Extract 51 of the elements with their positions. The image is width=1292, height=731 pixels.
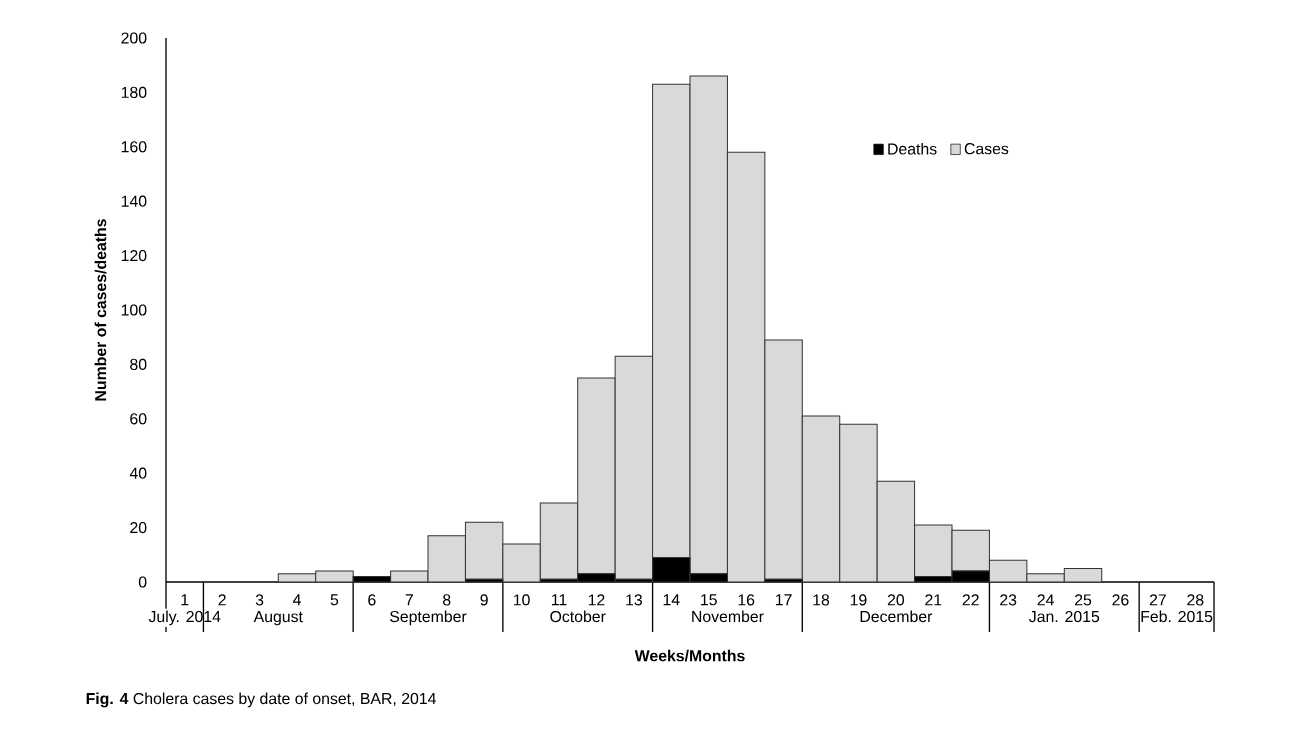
x-tick-label: 16: [738, 594, 755, 606]
text: Jan. 2015: [1029, 610, 1100, 623]
x-tick-label: 10: [513, 594, 530, 606]
y-tick-label: 40: [129, 467, 147, 479]
text: October: [550, 610, 606, 623]
x-tick-label: 7: [405, 594, 413, 606]
x-tick-label: 15: [701, 594, 717, 606]
text: Fig. 4 Cholera cases by date of onset, BAR, 2014: [86, 692, 436, 708]
x-tick-label: 22: [962, 594, 979, 606]
x-tick-label: 14: [663, 594, 680, 606]
x-axis-title: Weeks/Months: [634, 649, 745, 662]
x-tick-label: 4: [292, 594, 301, 606]
x-tick-label: 28: [1187, 594, 1204, 606]
y-tick-label: 20: [130, 521, 147, 534]
x-tick-label: 9: [480, 594, 488, 606]
legend-label: Cases: [964, 143, 1009, 155]
x-tick-label: 12: [588, 594, 605, 606]
y-tick-label: 100: [121, 304, 147, 316]
y-tick-label: 140: [121, 195, 147, 207]
y-tick-label: 200: [121, 32, 147, 44]
y-tick-label: 180: [121, 86, 147, 98]
x-tick-label: 1: [181, 594, 189, 606]
y-tick-label: 120: [121, 249, 147, 262]
x-tick-label: 21: [925, 594, 942, 606]
x-tick-label: 25: [1075, 594, 1092, 606]
x-tick-label: 27: [1149, 594, 1166, 606]
y-tick-label: 160: [121, 141, 147, 153]
x-tick-label: 24: [1037, 594, 1054, 606]
text: December: [860, 610, 933, 623]
y-tick-label: 0: [138, 576, 147, 588]
x-tick-label: 18: [813, 594, 830, 606]
y-tick-label: 80: [130, 358, 147, 370]
x-tick-label: 26: [1112, 594, 1129, 606]
x-tick-label: 3: [255, 594, 264, 606]
text: August: [253, 611, 303, 626]
x-tick-label: 13: [626, 594, 642, 606]
x-tick-label: 19: [850, 594, 867, 606]
text: November: [692, 610, 764, 623]
text: Feb. 2015: [1141, 610, 1213, 623]
x-tick-label: 23: [1000, 594, 1017, 606]
x-tick-label: 11: [551, 594, 567, 606]
x-tick-label: 8: [443, 594, 451, 606]
x-tick-label: 17: [775, 594, 792, 606]
y-axis-title: Number of cases/deaths: [94, 219, 107, 401]
text: September: [390, 610, 467, 626]
y-tick-label: 60: [130, 413, 147, 425]
x-tick-label: 5: [330, 594, 339, 606]
x-tick-label: 6: [368, 594, 376, 606]
legend-label: Deaths: [888, 142, 937, 155]
x-tick-label: 20: [887, 594, 905, 606]
x-tick-label: 2: [218, 594, 226, 606]
